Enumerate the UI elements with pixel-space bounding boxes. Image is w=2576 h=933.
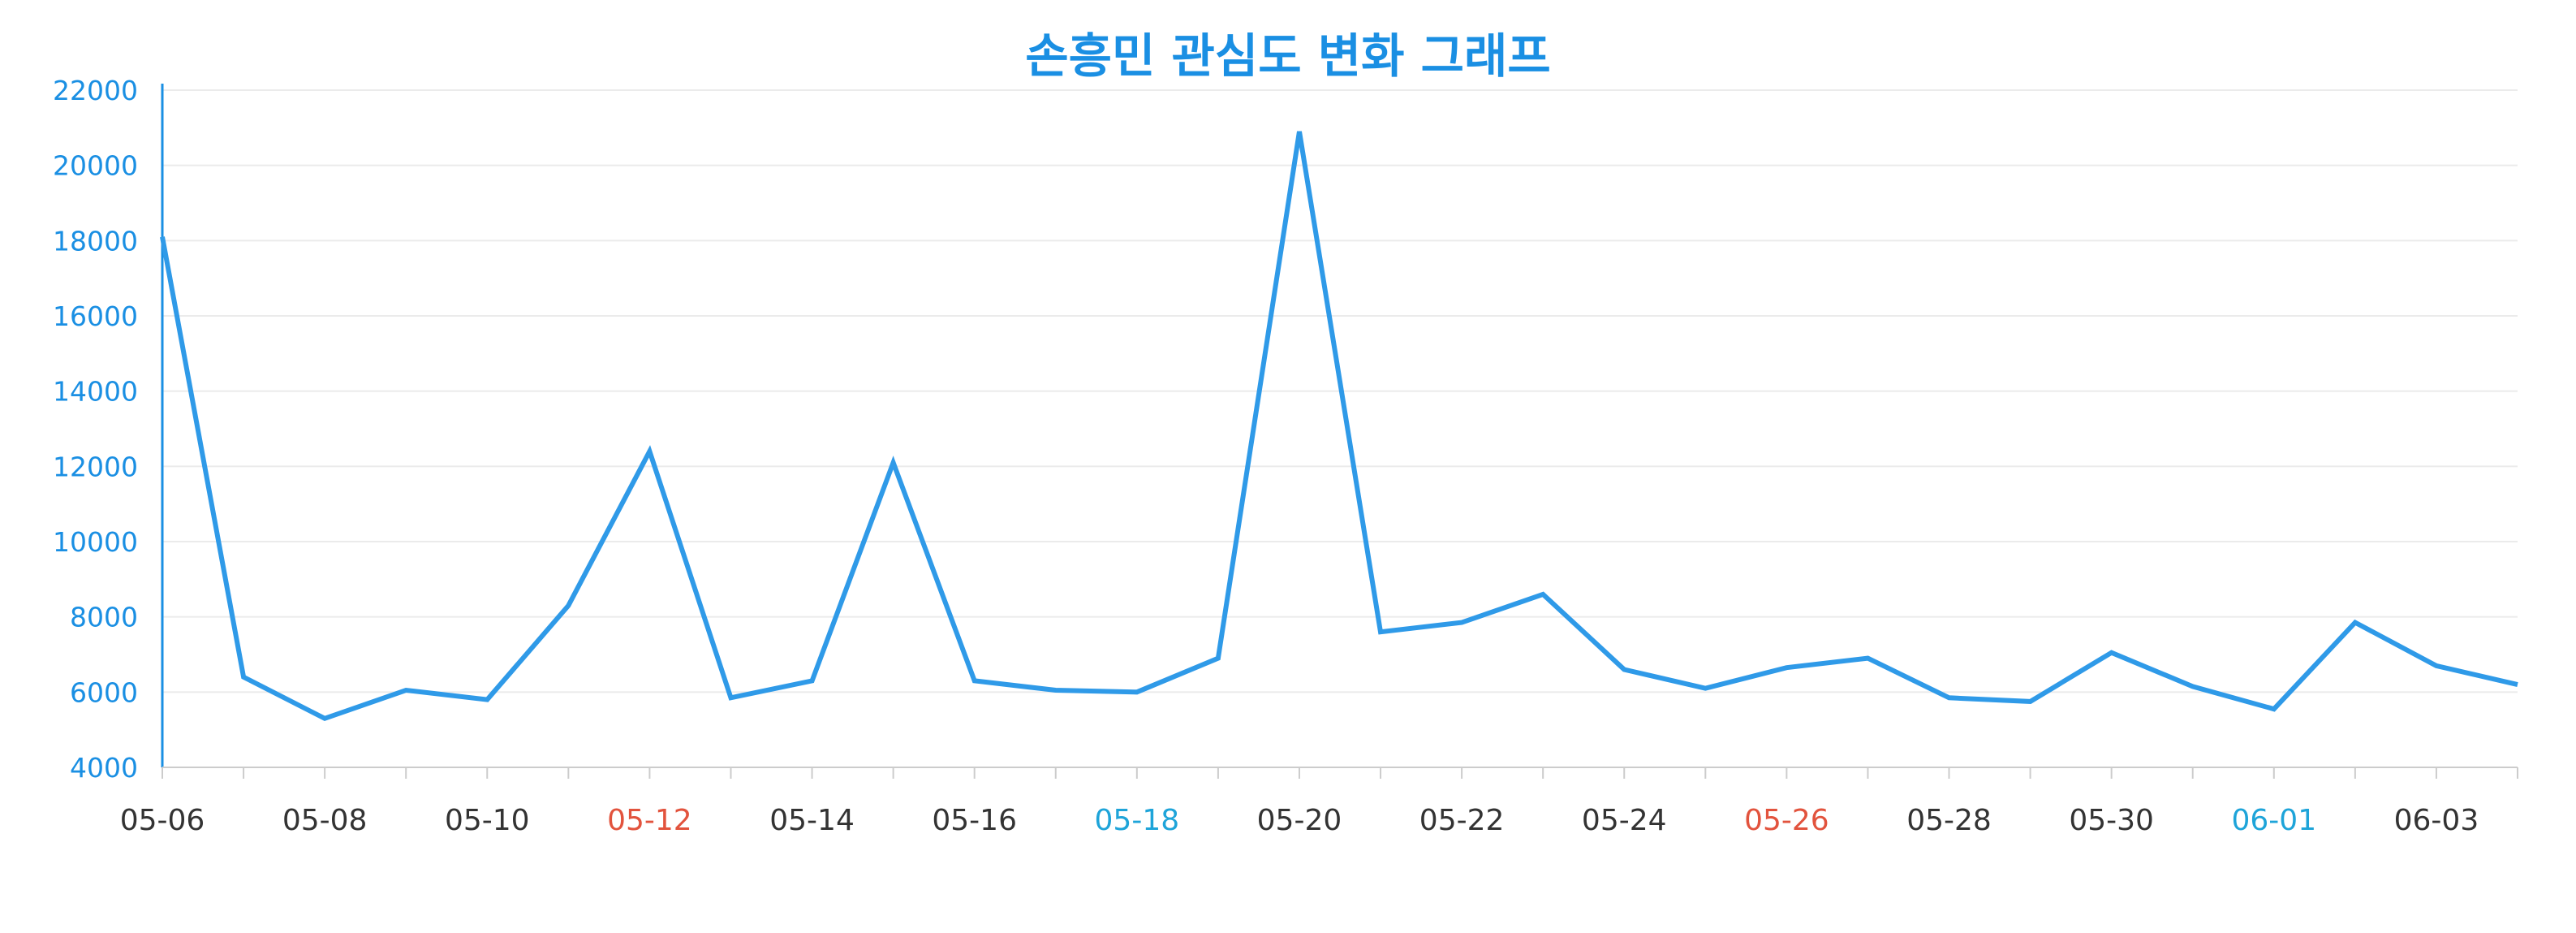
data-point[interactable] (885, 455, 902, 471)
x-tick-label: 05-12 (607, 804, 692, 837)
data-point[interactable] (560, 598, 576, 614)
data-point[interactable] (1941, 689, 1958, 706)
y-tick-label: 18000 (53, 225, 138, 257)
data-point[interactable] (804, 672, 821, 689)
data-point[interactable] (1372, 624, 1389, 640)
data-point[interactable] (1616, 662, 1632, 678)
x-tick-label: 06-01 (2231, 804, 2316, 837)
y-tick-label: 12000 (53, 451, 138, 482)
x-tick-label: 05-26 (1744, 804, 1829, 837)
data-point[interactable] (1778, 659, 1794, 676)
y-tick-label: 6000 (70, 676, 138, 708)
x-tick-label: 05-06 (120, 804, 205, 837)
x-tick-label: 05-28 (1906, 804, 1992, 837)
data-point[interactable] (1535, 586, 1551, 603)
y-tick-label: 22000 (53, 75, 138, 106)
data-point[interactable] (1859, 650, 1876, 667)
x-tick-label: 05-10 (445, 804, 530, 837)
data-point[interactable] (1291, 123, 1307, 140)
y-tick-label: 14000 (53, 376, 138, 408)
y-tick-label: 10000 (53, 526, 138, 558)
x-tick-label: 05-20 (1257, 804, 1342, 837)
data-point[interactable] (154, 229, 170, 245)
data-point[interactable] (479, 692, 495, 708)
y-tick-label: 20000 (53, 150, 138, 182)
data-point[interactable] (317, 711, 333, 727)
y-tick-label: 8000 (70, 602, 138, 633)
data-point[interactable] (1048, 682, 1064, 698)
data-point[interactable] (967, 672, 983, 689)
data-point[interactable] (1454, 615, 1470, 631)
x-tick-label: 05-18 (1095, 804, 1180, 837)
x-tick-label: 05-22 (1419, 804, 1505, 837)
y-tick-label: 4000 (70, 752, 138, 784)
x-tick-label: 06-03 (2394, 804, 2479, 837)
x-tick-label: 05-24 (1582, 804, 1667, 837)
data-point[interactable] (1697, 680, 1713, 697)
data-point[interactable] (2104, 645, 2120, 661)
x-tick-label: 05-16 (932, 804, 1017, 837)
data-point[interactable] (722, 689, 739, 706)
data-point[interactable] (398, 682, 414, 698)
series-line (160, 131, 2518, 722)
data-point[interactable] (2022, 693, 2039, 710)
data-point[interactable] (235, 669, 252, 685)
data-point[interactable] (641, 443, 657, 460)
chart-title: 손흥민 관심도 변화 그래프 (1025, 28, 1551, 84)
data-point[interactable] (2428, 658, 2445, 674)
data-point[interactable] (2509, 676, 2526, 693)
data-point[interactable] (2266, 701, 2282, 717)
y-tick-label: 16000 (53, 300, 138, 332)
data-point[interactable] (1129, 684, 1145, 700)
data-point[interactable] (2185, 678, 2201, 694)
x-tick-label: 05-30 (2069, 804, 2154, 837)
data-point[interactable] (2347, 615, 2363, 631)
x-tick-label: 05-14 (769, 804, 855, 837)
data-point[interactable] (1210, 650, 1226, 667)
x-tick-label: 05-08 (282, 804, 368, 837)
